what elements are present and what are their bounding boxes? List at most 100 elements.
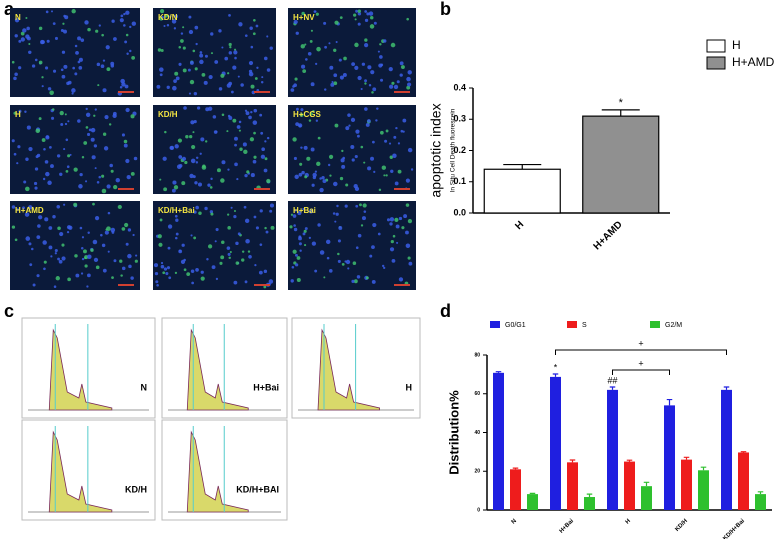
cell (364, 10, 368, 13)
cell (298, 124, 302, 128)
cell (90, 137, 95, 142)
cell (300, 108, 304, 112)
cell (293, 19, 298, 25)
cell (183, 268, 187, 272)
cell (226, 83, 232, 88)
cell (26, 36, 31, 41)
cell (308, 209, 314, 214)
cell (113, 37, 117, 41)
cell (407, 70, 412, 75)
cell (31, 64, 36, 68)
cell (266, 136, 270, 140)
cell (121, 227, 126, 231)
cell (121, 266, 126, 271)
cell (201, 73, 206, 77)
micrograph-label: N (15, 13, 21, 22)
cell (227, 252, 231, 256)
cell (389, 217, 395, 222)
cell (92, 239, 98, 245)
cell (13, 152, 17, 156)
cell (299, 249, 302, 252)
cell (248, 71, 254, 77)
cell (392, 153, 397, 158)
cell (175, 232, 179, 236)
cell (59, 231, 64, 237)
cell (121, 133, 125, 137)
cell (408, 261, 413, 266)
cell (314, 170, 318, 173)
cell (201, 165, 207, 170)
cell (353, 279, 358, 284)
cell (219, 261, 223, 265)
cell (295, 263, 299, 267)
cell (260, 80, 264, 84)
cell (28, 146, 33, 152)
cell (44, 217, 49, 222)
cell (57, 257, 60, 261)
cell (25, 186, 30, 192)
cell (383, 174, 386, 177)
y-tick-label: 60 (474, 391, 480, 397)
cell (253, 131, 256, 135)
cell (173, 185, 179, 190)
cell (51, 108, 55, 111)
cell (369, 24, 375, 29)
bar (582, 115, 660, 214)
error-bar (601, 109, 640, 117)
cell (11, 60, 15, 64)
cell (193, 236, 197, 240)
cell (299, 162, 303, 166)
cell (57, 226, 61, 231)
cell (195, 161, 199, 164)
cell (369, 254, 373, 258)
cell (101, 188, 107, 194)
cell (111, 19, 115, 23)
cell (405, 230, 409, 235)
cell (181, 156, 187, 161)
cell (303, 145, 308, 150)
cell (174, 71, 179, 76)
cell (51, 116, 55, 120)
cell (164, 130, 167, 134)
cell (301, 170, 305, 175)
cell (26, 26, 30, 31)
cell (304, 43, 307, 46)
cell (237, 75, 240, 78)
cell (67, 120, 70, 123)
cell (221, 160, 226, 165)
cell (397, 169, 402, 174)
cell (390, 240, 394, 244)
cell (195, 156, 199, 160)
cell (199, 152, 202, 155)
cell (125, 107, 130, 113)
cell (389, 222, 393, 226)
cell (297, 211, 302, 216)
cell (71, 9, 76, 14)
cell (333, 181, 338, 187)
cell (63, 64, 68, 69)
cell (389, 247, 395, 252)
micrograph-label: KD/H (158, 110, 178, 119)
cell (190, 158, 196, 164)
cell (79, 226, 83, 230)
cell (124, 84, 129, 89)
cell (56, 154, 61, 158)
cell (290, 213, 294, 216)
cell (252, 32, 256, 36)
cell (345, 183, 349, 187)
cell (328, 154, 334, 159)
cell (220, 73, 225, 78)
panel-label: b (440, 0, 451, 19)
cell (227, 226, 231, 230)
cell (185, 134, 189, 139)
cell (335, 212, 339, 216)
cell (232, 65, 237, 70)
cell (96, 181, 100, 184)
cell (360, 145, 364, 149)
cell (106, 226, 111, 231)
cell (253, 18, 256, 22)
cell (244, 109, 248, 112)
cell (196, 106, 201, 110)
y-axis-sublabel: In Situ Cell Death fluorescein (450, 108, 457, 192)
cell (220, 178, 225, 183)
